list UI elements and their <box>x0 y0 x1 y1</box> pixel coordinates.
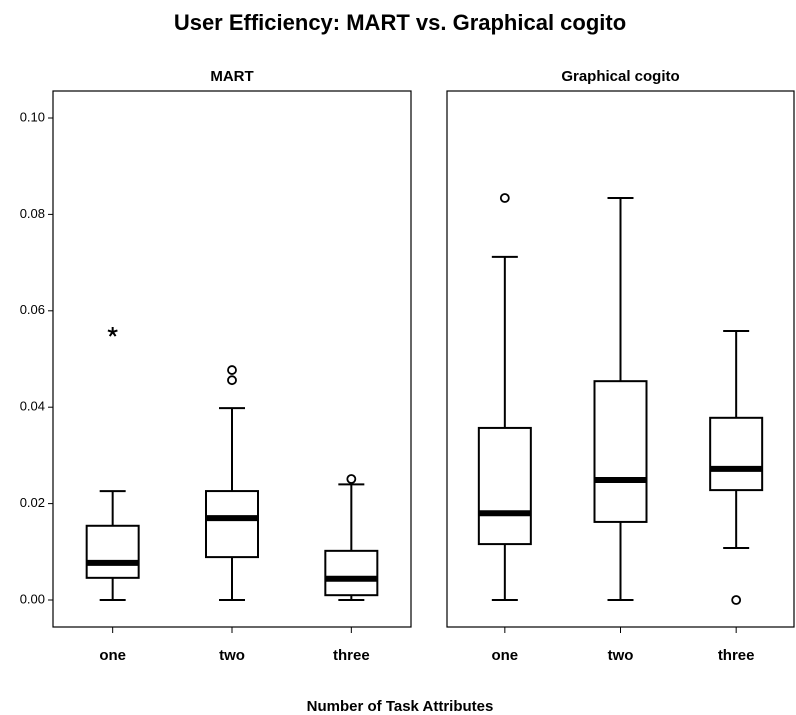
x-axis-label: Number of Task Attributes <box>307 698 494 715</box>
box <box>477 426 532 546</box>
box <box>324 549 379 597</box>
panel-title: Graphical cogito <box>561 68 679 85</box>
outlier <box>346 474 357 484</box>
outlier <box>499 193 510 203</box>
y-tick-label: 0.10 <box>20 109 45 124</box>
y-tick-label: 0.00 <box>20 591 45 606</box>
x-tick-label: three <box>333 647 370 664</box>
box <box>205 490 259 559</box>
outlier <box>227 375 237 386</box>
box <box>85 524 140 579</box>
x-tick-label: two <box>608 647 634 664</box>
x-tick-label: one <box>491 647 518 664</box>
y-tick-label: 0.04 <box>20 399 45 414</box>
box <box>593 380 648 523</box>
panel-title: MART <box>210 68 253 85</box>
extreme-outlier <box>107 327 118 337</box>
y-tick-label: 0.08 <box>20 206 45 221</box>
x-tick-label: two <box>219 647 245 664</box>
chart-title: User Efficiency: MART vs. Graphical cogi… <box>174 10 626 35</box>
outlier <box>227 365 237 375</box>
x-tick-label: three <box>718 647 755 664</box>
outlier <box>731 595 742 605</box>
y-tick-label: 0.02 <box>20 495 45 510</box>
y-tick-label: 0.06 <box>20 302 45 317</box>
x-tick-label: one <box>99 647 126 664</box>
box <box>709 416 764 492</box>
